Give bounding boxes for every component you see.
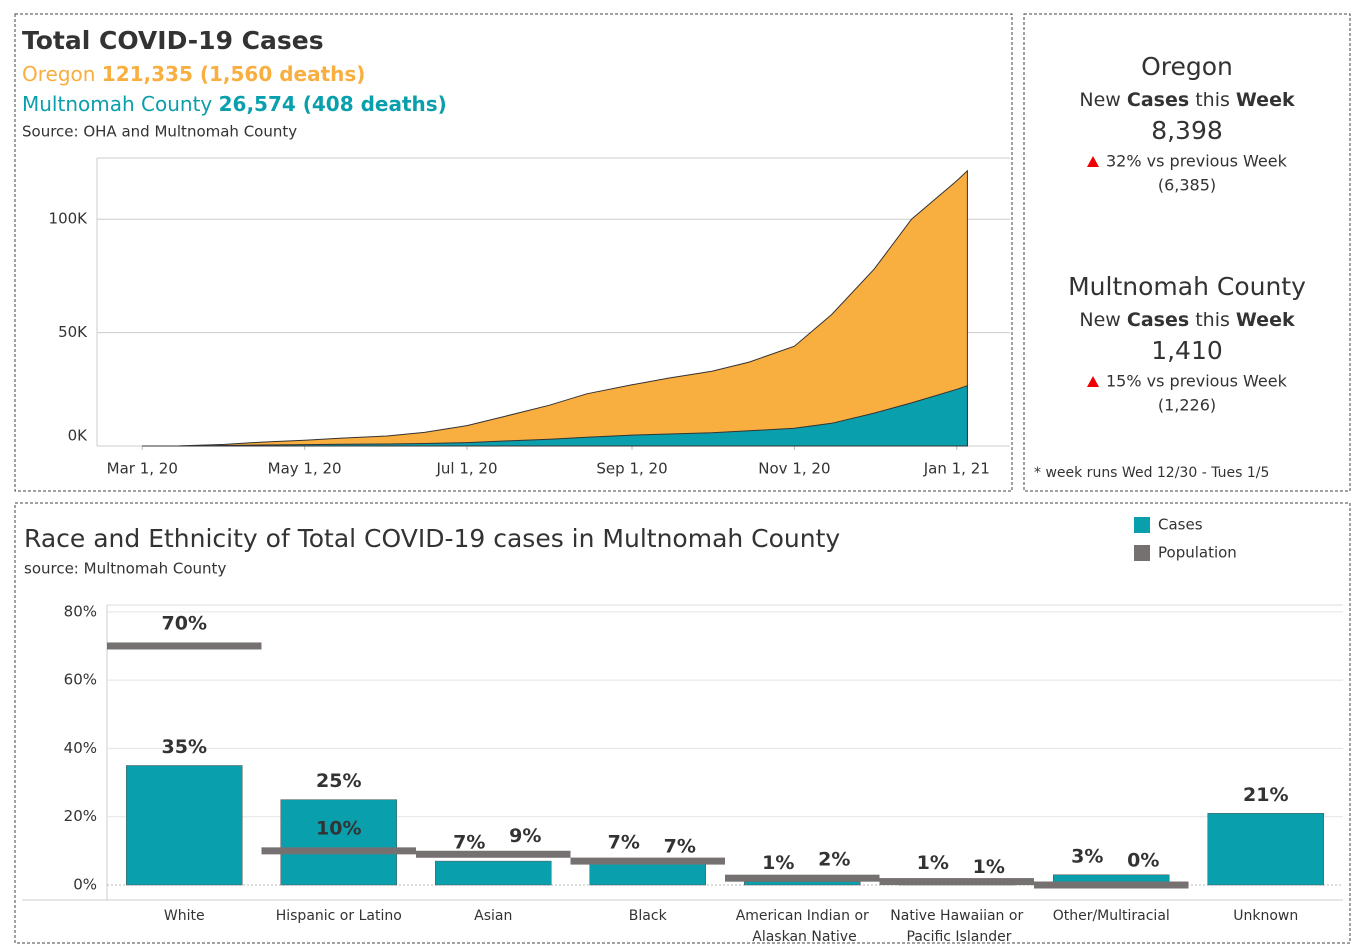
y-tick-label: 50K (58, 323, 88, 341)
area (142, 385, 968, 447)
panel-change: 15% vs previous Week (1106, 372, 1288, 391)
frame (14, 13, 1013, 492)
population-line (725, 874, 880, 882)
heading-part: Week (1236, 89, 1295, 111)
bar (126, 765, 243, 886)
bar (1207, 813, 1324, 886)
x-tick-label: American Indian or Alaskan Native (736, 908, 869, 945)
data-label: 10% (316, 817, 361, 839)
up-arrow (1087, 156, 1099, 167)
population-line (107, 642, 262, 650)
x-tick-label: Mar 1, 20 (107, 460, 178, 478)
x-tick-label: Sep 1, 20 (596, 460, 667, 478)
data-label: 21% (1243, 784, 1288, 806)
heading-part: New (1079, 89, 1126, 111)
data-label: 3% (1071, 845, 1103, 867)
series-name: Oregon (22, 62, 95, 86)
series-summary: 26,574 (408 deaths) (219, 92, 447, 116)
data-label: 1% (762, 852, 794, 874)
x-tick-label: Jul 1, 20 (435, 460, 497, 478)
population-line (261, 847, 416, 855)
x-tick-label: Jan 1, 21 (923, 460, 990, 478)
data-label: 7% (453, 832, 485, 854)
panel-value: 8,398 (1151, 116, 1223, 145)
bar (589, 860, 706, 886)
panel-heading: New Cases this Week (1079, 89, 1295, 111)
y-tick-label: 0% (73, 876, 97, 894)
bar (744, 881, 861, 886)
series-name: Multnomah County (22, 92, 212, 116)
data-label: 35% (162, 736, 207, 758)
heading-part: New (1079, 309, 1126, 331)
y-tick-label: 0K (68, 427, 89, 445)
x-tick-label: Asian (474, 908, 512, 924)
series-summary: 121,335 (1,560 deaths) (102, 62, 366, 86)
heading-part: this (1189, 89, 1236, 111)
data-label: 25% (316, 770, 361, 792)
y-tick-label: 80% (64, 602, 97, 620)
panel-name: Oregon (1141, 52, 1233, 81)
chart-title: Race and Ethnicity of Total COVID-19 cas… (24, 524, 840, 553)
data-label: 9% (509, 825, 541, 847)
legend-swatch (1134, 517, 1150, 533)
data-label: 7% (608, 832, 640, 854)
subtitle: Oregon 121,335 (1,560 deaths) (22, 62, 365, 86)
data-label: 7% (664, 836, 696, 858)
x-tick-label: White (164, 908, 205, 924)
label-line: American Indian or (736, 908, 869, 924)
area (142, 169, 968, 447)
heading-part: this (1189, 309, 1236, 331)
x-tick-label: Nov 1, 20 (758, 460, 830, 478)
label-line: Pacific Islander (902, 929, 1012, 945)
legend-swatch (1134, 545, 1150, 561)
population-line (1034, 881, 1189, 889)
y-tick-label: 60% (64, 671, 97, 689)
heading-part: Week (1236, 309, 1295, 331)
x-tick-label: Hispanic or Latino (276, 908, 402, 924)
panel-value: 1,410 (1151, 336, 1223, 365)
population-line (570, 857, 725, 865)
panel-previous: (1,226) (1158, 396, 1216, 415)
x-tick-label: Black (629, 908, 668, 924)
heading-part: Cases (1127, 89, 1189, 111)
panel-name: Multnomah County (1068, 272, 1306, 301)
label-line: Native Hawaiian or (890, 908, 1023, 924)
frame (1023, 13, 1351, 492)
x-tick-label: Native Hawaiian or Pacific Islander (890, 908, 1023, 945)
bar (280, 799, 397, 886)
x-tick-label: May 1, 20 (268, 460, 342, 478)
y-tick-label: 40% (64, 739, 97, 757)
panel-previous: (6,385) (1158, 176, 1216, 195)
up-arrow (1087, 376, 1099, 387)
footnote: * week runs Wed 12/30 - Tues 1/5 (1034, 465, 1269, 481)
chart-title: Total COVID-19 Cases (22, 26, 324, 55)
subtitle: Multnomah County 26,574 (408 deaths) (22, 92, 447, 116)
bar (435, 860, 552, 886)
x-tick-label: Unknown (1233, 908, 1298, 924)
data-label: 1% (917, 852, 949, 874)
data-label: 0% (1127, 849, 1159, 871)
data-label: 1% (973, 856, 1005, 878)
x-tick-label: Other/Multiracial (1053, 908, 1170, 924)
population-line (879, 878, 1034, 886)
panel-change: 32% vs previous Week (1106, 152, 1288, 171)
legend-label: Cases (1158, 516, 1203, 534)
y-tick-label: 100K (49, 210, 89, 228)
source: Source: OHA and Multnomah County (22, 123, 297, 141)
y-tick-label: 20% (64, 807, 97, 825)
population-line (416, 850, 571, 858)
legend-label: Population (1158, 544, 1237, 562)
data-label: 70% (162, 612, 207, 634)
data-label: 2% (818, 849, 850, 871)
frame (14, 502, 1351, 944)
heading-part: Cases (1127, 309, 1189, 331)
label-line: Alaskan Native (748, 929, 857, 945)
source: source: Multnomah County (24, 560, 226, 578)
panel-heading: New Cases this Week (1079, 309, 1295, 331)
